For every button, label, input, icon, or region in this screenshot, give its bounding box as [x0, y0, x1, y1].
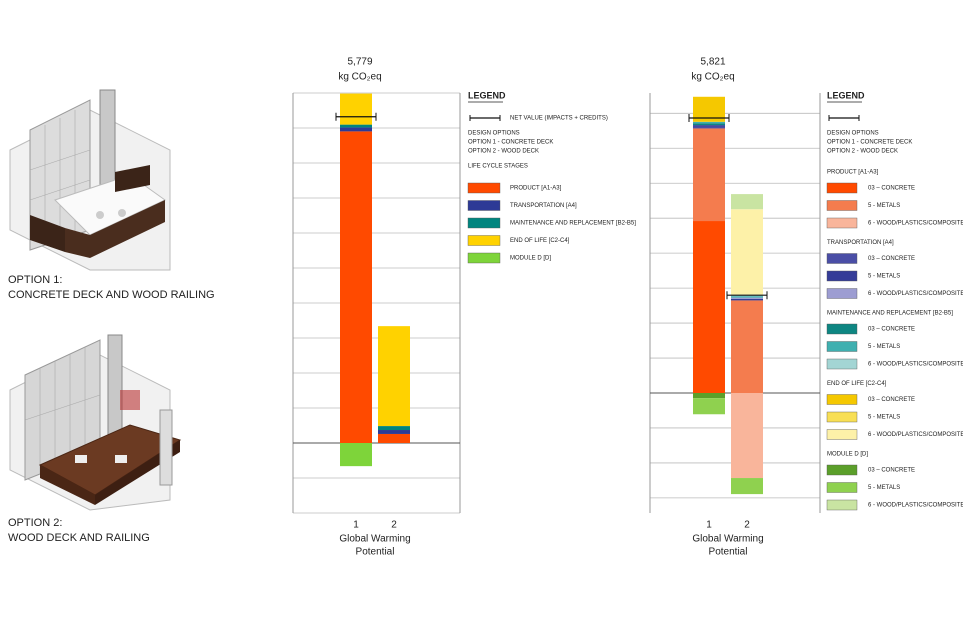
legend-group-title: END OF LIFE [C2-C4] — [827, 381, 887, 387]
bar-segment — [693, 126, 725, 129]
legend-title: LEGEND — [827, 90, 865, 100]
bar-segment — [731, 298, 763, 301]
x-tick-label: 2 — [744, 520, 750, 531]
x-axis-label: Global Warming — [692, 534, 763, 545]
legend-option: OPTION 1 - CONCRETE DECK — [827, 140, 912, 146]
net-label: 5,821 — [700, 57, 725, 68]
bar-segment — [340, 93, 372, 125]
legend-swatch — [826, 288, 858, 299]
legend-label: 5 - METALS — [868, 203, 900, 209]
legend-label: MAINTENANCE AND REPLACEMENT [B2-B5] — [510, 221, 636, 227]
bar-segment — [731, 300, 763, 393]
legend-label: 03 – CONCRETE — [868, 186, 915, 192]
x-axis-label: Potential — [356, 547, 395, 558]
bar-segment — [693, 123, 725, 126]
legend-option: OPTION 2 - WOOD DECK — [827, 149, 898, 155]
x-axis-label: Potential — [709, 547, 748, 558]
legend-label: 03 – CONCRETE — [868, 327, 915, 333]
unit-label: kg CO₂eq — [338, 72, 381, 83]
x-tick-label: 1 — [353, 520, 359, 531]
bar-segment — [378, 426, 410, 431]
legend-label: 03 – CONCRETE — [868, 256, 915, 262]
legend-swatch — [467, 200, 501, 211]
bar-segment — [731, 393, 763, 479]
legend-label: TRANSPORTATION [A4] — [510, 203, 577, 209]
bar-segment — [693, 393, 725, 399]
bar-segment — [340, 443, 372, 467]
bar-segment — [731, 296, 763, 298]
legend-label: 03 – CONCRETE — [868, 468, 915, 474]
legend-swatch — [826, 217, 858, 229]
illustration-option-2 — [9, 334, 182, 511]
x-tick-label: 2 — [391, 520, 397, 531]
net-label: 5,779 — [347, 57, 372, 68]
bar-segment — [340, 127, 372, 132]
legend-label: PRODUCT [A1-A3] — [510, 186, 562, 192]
legend-swatch — [467, 217, 501, 229]
legend-options-title: DESIGN OPTIONS — [827, 131, 879, 137]
unit-label: kg CO₂eq — [691, 72, 734, 83]
legend-swatch — [826, 394, 858, 405]
bar-segment — [340, 124, 372, 128]
legend-label: 5 - METALS — [868, 344, 900, 350]
bar-segment — [731, 297, 763, 299]
legend-stages-title: LIFE CYCLE STAGES — [468, 164, 528, 170]
legend-option: OPTION 2 - WOOD DECK — [468, 149, 539, 155]
bar-segment — [731, 478, 763, 495]
legend-swatch — [826, 464, 858, 476]
legend-group-title: TRANSPORTATION [A4] — [827, 240, 894, 246]
bar-segment — [693, 221, 725, 393]
legend-swatch — [467, 235, 501, 246]
illustration-option-1 — [9, 89, 171, 271]
legend-label: 5 - METALS — [868, 274, 900, 280]
bar-segment — [731, 194, 763, 210]
legend-group-title: PRODUCT [A1-A3] — [827, 170, 879, 176]
legend-swatch — [826, 429, 858, 440]
legend-swatch — [826, 182, 858, 194]
legend-swatch — [826, 411, 858, 423]
legend-label: 6 - WOOD/PLASTICS/COMPOSITES — [868, 291, 963, 297]
legend-swatch — [826, 323, 858, 335]
bar-segment — [693, 128, 725, 222]
bar-segment — [340, 131, 372, 444]
legend-label: 5 - METALS — [868, 415, 900, 421]
legend-label: END OF LIFE [C2-C4] — [510, 238, 570, 244]
bar-segment — [378, 430, 410, 434]
legend-net-label: NET VALUE (IMPACTS + CREDITS) — [510, 116, 608, 122]
x-tick-label: 1 — [706, 520, 712, 531]
legend-swatch — [826, 200, 858, 211]
legend-option: OPTION 1 - CONCRETE DECK — [468, 140, 553, 146]
option-title: OPTION 2: — [8, 517, 62, 529]
option-title: OPTION 1: — [8, 274, 62, 286]
legend-swatch — [826, 499, 858, 511]
bar-segment — [693, 121, 725, 124]
x-axis-label: Global Warming — [339, 534, 410, 545]
bar-segment — [731, 209, 763, 295]
legend-label: 6 - WOOD/PLASTICS/COMPOSITES — [868, 432, 963, 438]
legend-label: 6 - WOOD/PLASTICS/COMPOSITES — [868, 362, 963, 368]
legend-swatch — [826, 341, 858, 352]
legend-swatch — [826, 270, 858, 282]
legend-swatch — [826, 253, 858, 264]
legend-options-title: DESIGN OPTIONS — [468, 131, 520, 137]
bar-segment — [693, 125, 725, 127]
option-subtitle: CONCRETE DECK AND WOOD RAILING — [8, 289, 215, 301]
legend-title: LEGEND — [468, 90, 506, 100]
legend-swatch — [467, 182, 501, 194]
legend-label: 6 - WOOD/PLASTICS/COMPOSITES — [868, 221, 963, 227]
legend-swatch — [826, 358, 858, 370]
legend-label: 5 - METALS — [868, 485, 900, 491]
legend-label: 03 – CONCRETE — [868, 397, 915, 403]
legend-label: MODULE D [D] — [510, 256, 551, 262]
legend-group-title: MODULE D [D] — [827, 452, 868, 458]
bar-segment — [378, 326, 410, 427]
bar-segment — [378, 433, 410, 443]
legend-group-title: MAINTENANCE AND REPLACEMENT [B2-B5] — [827, 311, 953, 317]
legend-swatch — [826, 482, 858, 493]
bar-segment — [693, 398, 725, 415]
legend-swatch — [467, 252, 501, 264]
legend-label: 6 - WOOD/PLASTICS/COMPOSITES — [868, 503, 963, 509]
option-subtitle: WOOD DECK AND RAILING — [8, 532, 150, 544]
